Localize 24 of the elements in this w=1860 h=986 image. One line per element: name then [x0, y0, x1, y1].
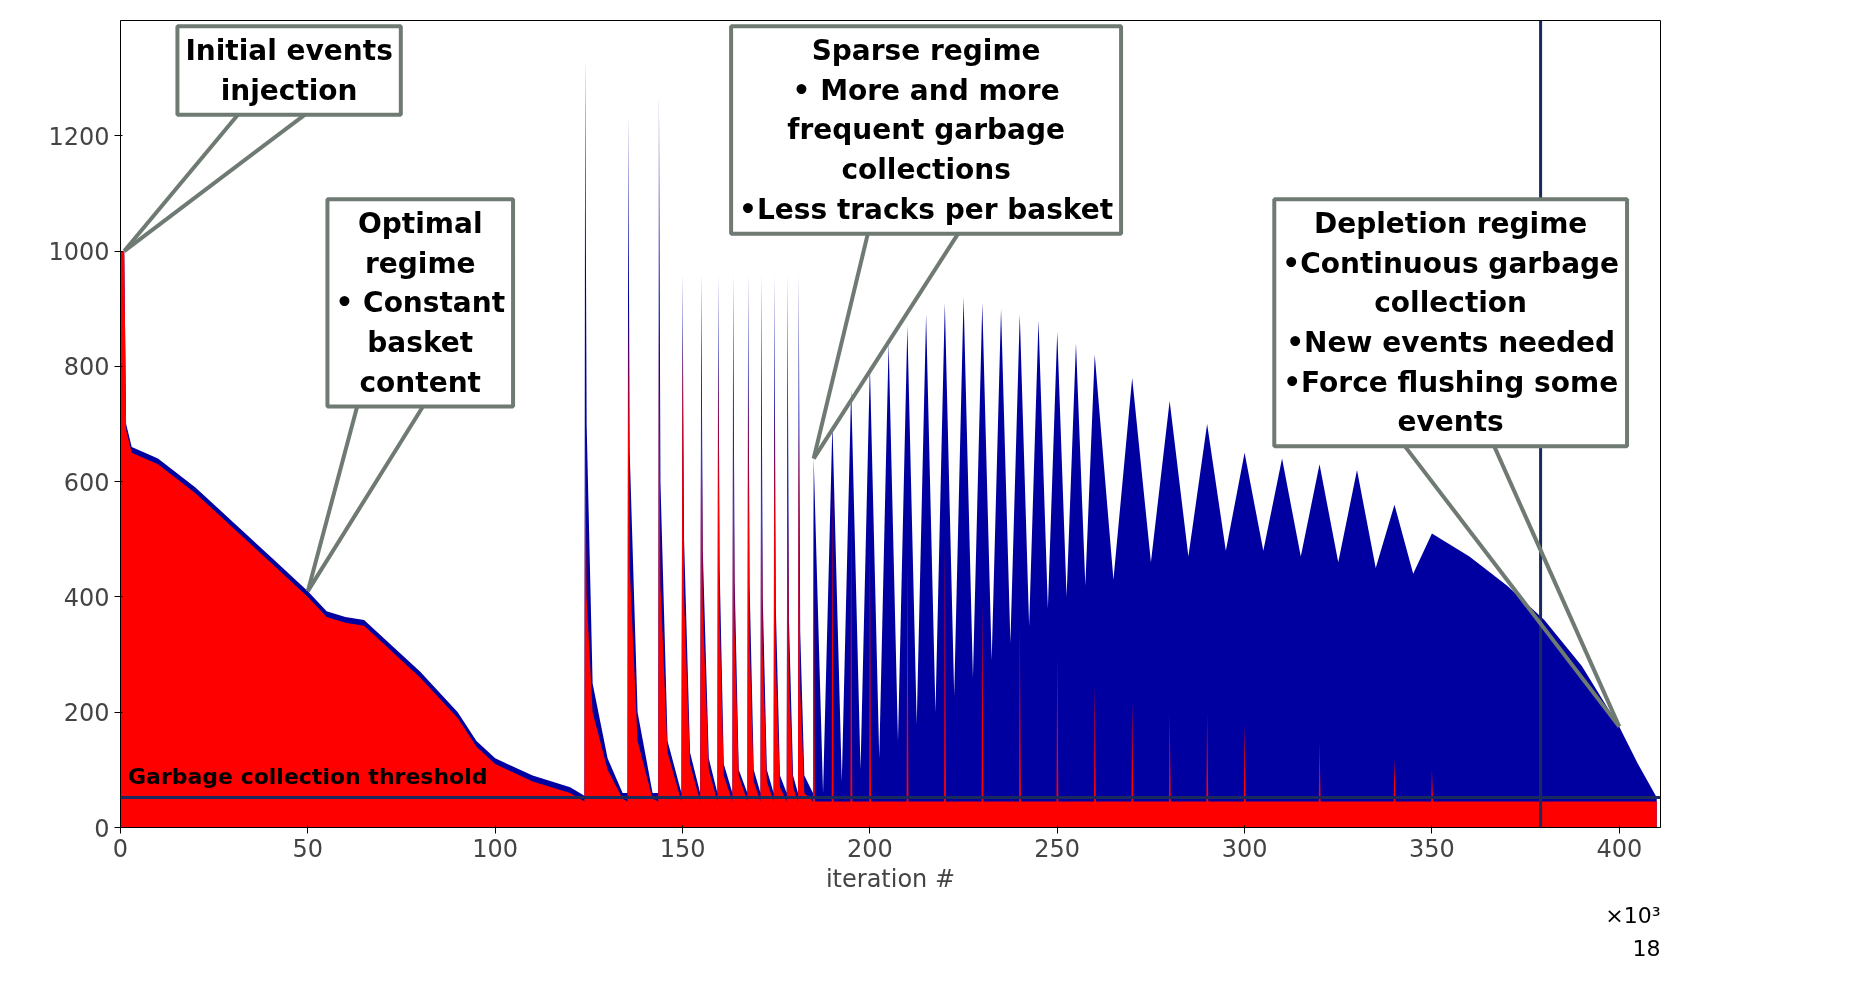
- x-tick-label: 200: [846, 834, 893, 863]
- x-axis-title: iteration #: [825, 864, 956, 893]
- y-tick-label: 1200: [48, 122, 110, 151]
- y-tick-label: 400: [63, 583, 110, 612]
- annotation: Initial events injection: [185, 34, 393, 107]
- y-tick-label: 200: [63, 699, 110, 728]
- text: 18: [1632, 935, 1661, 961]
- y-tick-label: 800: [63, 353, 110, 382]
- x-tick-label: 250: [1034, 834, 1081, 863]
- y-tick-label: 0: [94, 814, 110, 843]
- text: ×10³: [1605, 902, 1661, 928]
- x-tick-label: 300: [1221, 834, 1268, 863]
- annotation: Sparse regime • More and more frequent garbage collections •Less tracks per basket: [739, 34, 1114, 226]
- x-tick-label: 150: [659, 834, 706, 863]
- y-tick-label: 1000: [48, 238, 110, 267]
- x-tick-label: 100: [472, 834, 519, 863]
- x-tick-label: 400: [1596, 834, 1643, 863]
- annotation: Depletion regime •Continuous garbage collection •New events needed •Force flushing some events: [1282, 207, 1620, 439]
- ref-line-label: Garbage collection threshold: [127, 763, 488, 789]
- x-tick-label: 0: [112, 834, 129, 863]
- y-tick-label: 600: [63, 468, 110, 497]
- x-tick-label: 350: [1409, 834, 1455, 863]
- x-tick-label: 50: [292, 834, 324, 863]
- annotation: Optimal regime • Constant basket content: [335, 207, 506, 399]
